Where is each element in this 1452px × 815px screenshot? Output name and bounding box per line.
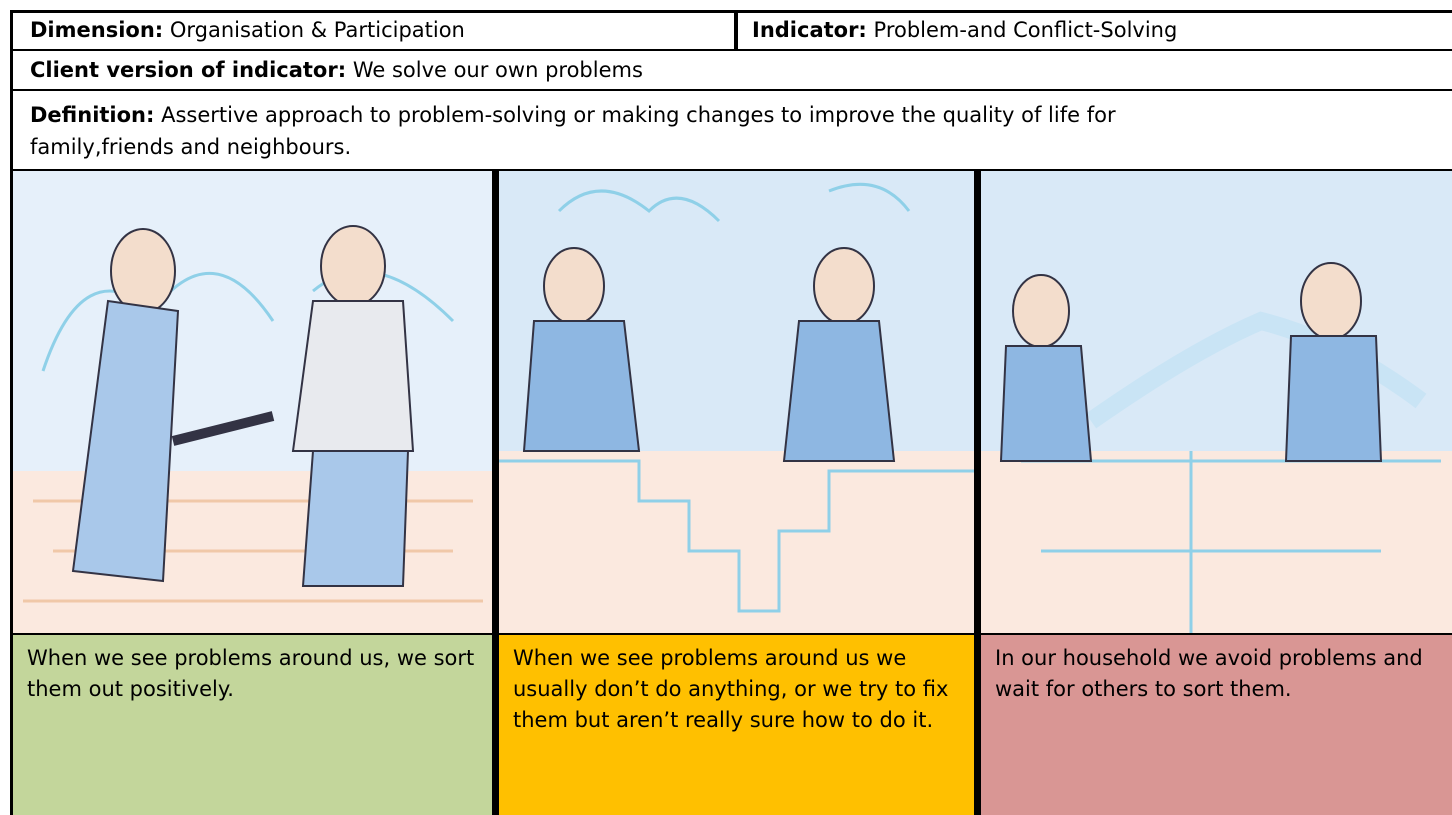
illustration bbox=[981, 171, 1452, 634]
border bbox=[492, 169, 499, 815]
border bbox=[974, 169, 981, 815]
level-cell: When we see problems around us, we sort … bbox=[13, 635, 493, 815]
level-cell: When we see problems around us we usuall… bbox=[499, 635, 975, 815]
line: Assertive approach to problem-solving or… bbox=[161, 103, 1116, 127]
border bbox=[10, 10, 13, 815]
dimension-cell: Dimension: Organisation & Participation bbox=[30, 15, 465, 45]
label: Dimension: bbox=[30, 18, 164, 42]
label: Definition: bbox=[30, 103, 155, 127]
definition-cell: Definition: Assertive approach to proble… bbox=[30, 99, 1116, 163]
border bbox=[10, 10, 1452, 13]
border bbox=[10, 49, 1452, 51]
line: family,friends and neighbours. bbox=[30, 135, 352, 159]
value: We solve our own problems bbox=[352, 58, 643, 82]
illustration bbox=[499, 171, 974, 634]
border bbox=[734, 10, 738, 50]
indicator-cell: Indicator: Problem-and Conflict-Solving bbox=[752, 15, 1177, 45]
label: Client version of indicator: bbox=[30, 58, 347, 82]
label: Indicator: bbox=[752, 18, 867, 42]
level-cell: In our household we avoid problems and w… bbox=[981, 635, 1452, 815]
border bbox=[10, 633, 1452, 635]
value: Problem-and Conflict-Solving bbox=[873, 18, 1178, 42]
border bbox=[10, 89, 1452, 91]
client-cell: Client version of indicator: We solve ou… bbox=[30, 55, 643, 85]
value: Organisation & Participation bbox=[169, 18, 465, 42]
border bbox=[10, 169, 1452, 171]
illustration bbox=[13, 171, 493, 634]
